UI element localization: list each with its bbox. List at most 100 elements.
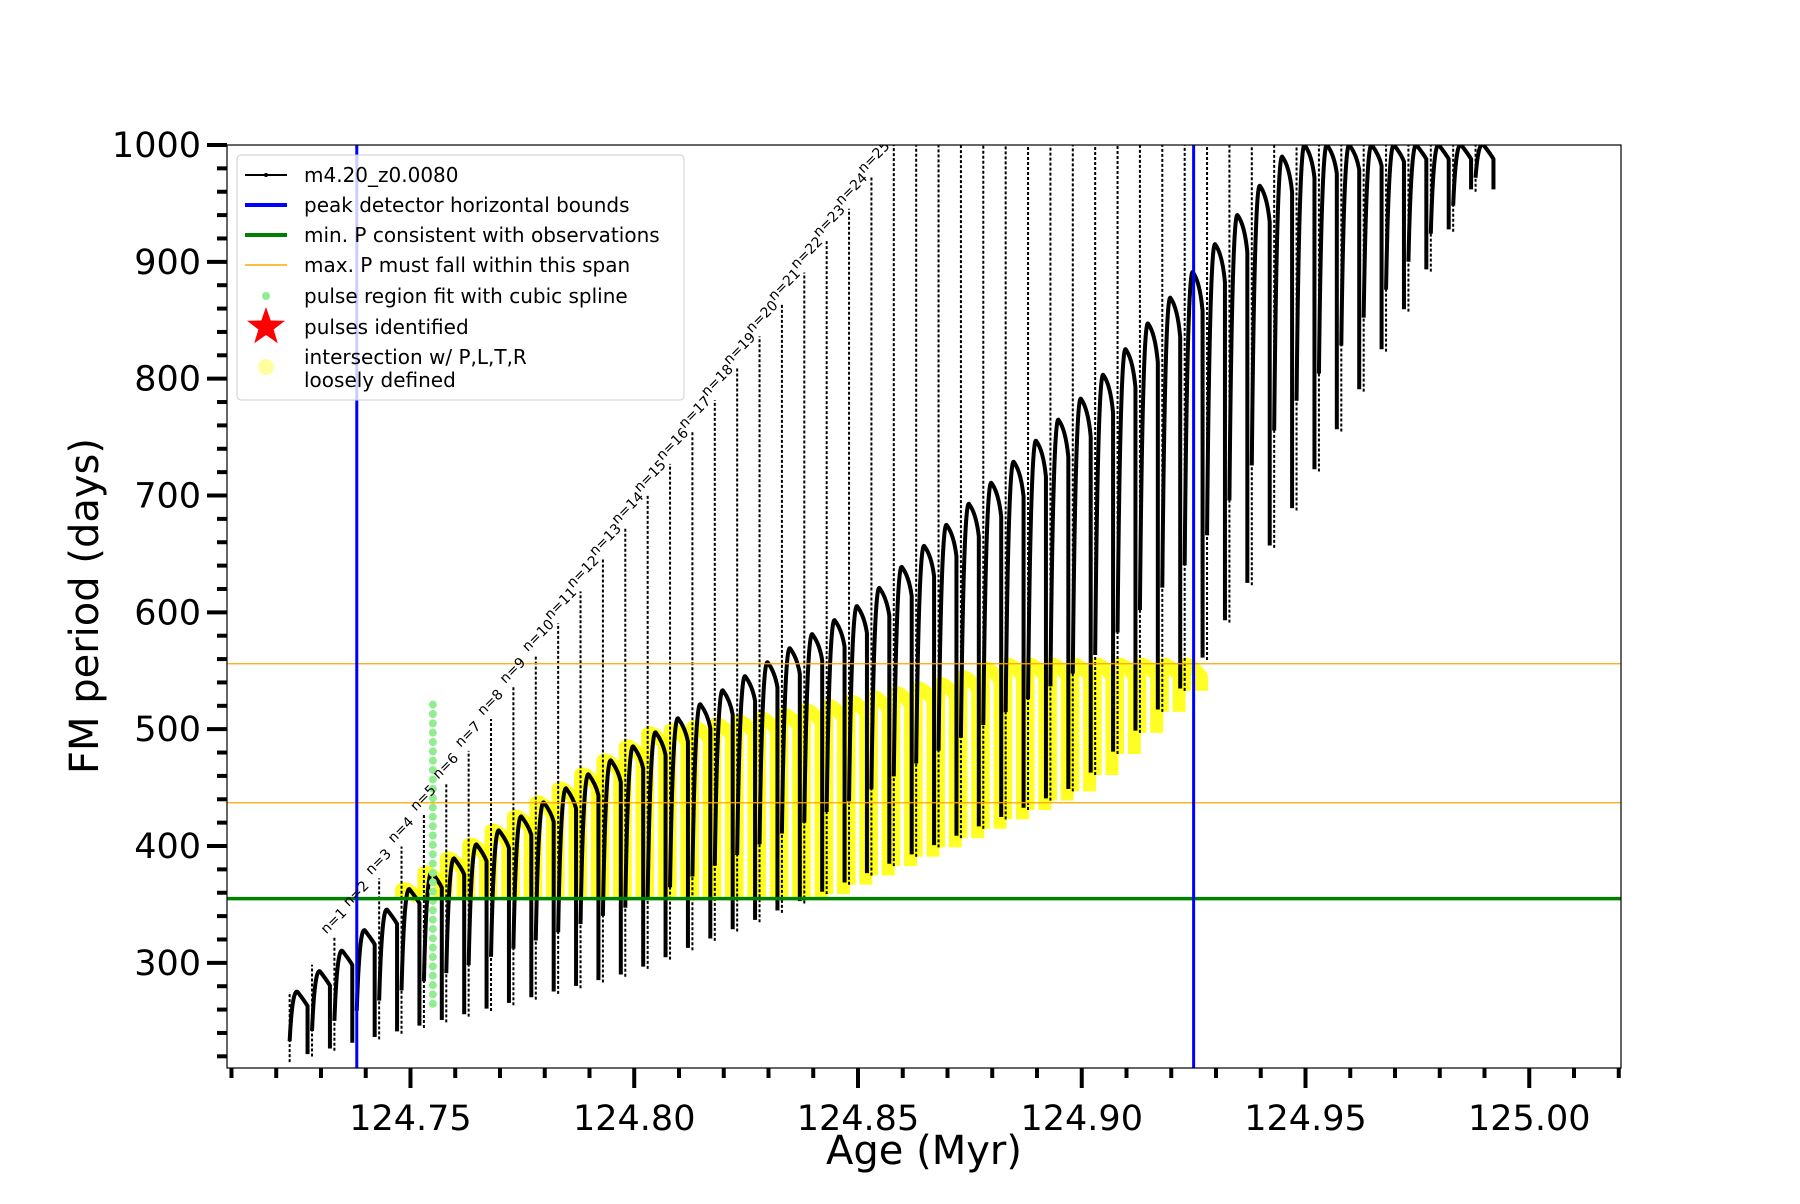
green-spline-point — [428, 971, 437, 980]
legend-star-icon — [247, 307, 285, 344]
yellow-intersection-band — [1155, 657, 1186, 712]
legend-entry: peak detector horizontal bounds — [245, 193, 630, 217]
y-tick-label: 800 — [134, 360, 201, 400]
pulse-label: n=1 — [318, 905, 350, 937]
legend-label: pulses identified — [304, 315, 469, 339]
green-spline-point — [428, 924, 437, 933]
yellow-intersection-band — [1088, 657, 1119, 775]
x-tick-label: 124.80 — [573, 1099, 695, 1139]
green-spline-point — [428, 756, 437, 765]
y-tick-label: 300 — [134, 944, 201, 984]
ticks: 124.75 124.80 124.85 124.90 124.95 125.00 300 4… — [112, 126, 1621, 1139]
yellow-intersection-band — [999, 657, 1029, 820]
pulse-interpulse-arc — [1451, 145, 1474, 206]
green-spline-point — [428, 766, 437, 775]
pulse-interpulse-arc — [1115, 347, 1138, 731]
pulse-interpulse-arc — [1093, 372, 1116, 752]
green-spline-point — [428, 850, 437, 859]
plot-area: n=1n=2n=3n=4n=5n=6n=7n=8n=9n=10n=11n=12n… — [227, 138, 1621, 1068]
pulse-interpulse-arc — [958, 501, 981, 827]
y-tick-label: 900 — [134, 243, 201, 283]
legend-label: peak detector horizontal bounds — [304, 193, 630, 217]
legend-entry: max. P must fall within this span — [245, 253, 630, 277]
green-spline-point — [428, 990, 437, 999]
pulse-interpulse-arc — [690, 702, 713, 939]
pulse-label: n=2 — [340, 878, 372, 910]
pulse-interpulse-arc — [1003, 459, 1026, 808]
x-tick-label: 125.00 — [1468, 1099, 1590, 1139]
green-spline-point — [428, 775, 437, 784]
green-spline-point — [428, 700, 437, 709]
green-spline-point — [428, 822, 437, 831]
green-spline-point — [428, 859, 437, 868]
pulse-interpulse-arc — [1227, 213, 1250, 583]
green-spline-point — [428, 906, 437, 915]
pulse-label: n=25 — [855, 138, 893, 176]
green-spline-point — [428, 981, 437, 990]
x-axis-label: Age (Myr) — [826, 1128, 1022, 1174]
legend-frame — [236, 154, 685, 401]
pulse-interpulse-arc — [645, 730, 668, 958]
green-spline-point — [428, 812, 437, 821]
yellow-intersection-band — [1021, 657, 1052, 811]
yellow-intersection-band — [954, 670, 985, 839]
y-tick-label: 1000 — [112, 126, 201, 166]
pulse-interpulse-arc — [1339, 145, 1362, 390]
yellow-intersection-band — [976, 661, 1007, 829]
pulse-label: n=7 — [452, 718, 484, 750]
green-spline-point — [428, 831, 437, 840]
pulse-interpulse-arc — [869, 586, 892, 864]
legend-entry: min. P consistent with observations — [245, 223, 660, 247]
legend-label: pulse region fit with cubic spline — [304, 284, 628, 308]
pulse-interpulse-arc — [466, 842, 489, 1009]
pulse-interpulse-arc — [1384, 145, 1406, 310]
yellow-intersection-band — [1111, 657, 1141, 754]
green-spline-point — [428, 943, 437, 952]
pulse-interpulse-arc — [578, 772, 601, 981]
green-spline-point — [428, 728, 437, 737]
green-spline-point — [428, 962, 437, 971]
pulse-interpulse-arc — [600, 758, 623, 975]
axes-frame — [226, 144, 1622, 1069]
pulse-interpulse-arc — [936, 522, 959, 836]
pulse-interpulse-arc — [1182, 270, 1205, 658]
legend-dot-icon — [262, 292, 270, 300]
yellow-intersection-band — [1066, 657, 1097, 792]
x-tick-label: 124.75 — [349, 1099, 471, 1139]
green-spline-point — [428, 915, 437, 924]
pulse-interpulse-arc — [779, 646, 802, 902]
pulse-interpulse-arc — [1070, 396, 1093, 773]
pulse-interpulse-arc — [802, 632, 825, 892]
green-spline-point — [428, 878, 437, 887]
yellow-intersection-band — [1133, 657, 1164, 733]
legend-label: max. P must fall within this span — [304, 253, 630, 277]
green-spline-point — [428, 784, 437, 793]
pulse-interpulse-arc — [1137, 321, 1160, 710]
x-tick-label: 124.90 — [1021, 1099, 1143, 1139]
legend-label: m4.20_z0.0080 — [304, 163, 459, 187]
pulse-interpulse-arc — [332, 948, 355, 1043]
green-spline-point — [428, 747, 437, 756]
x-tick-label: 124.85 — [797, 1099, 919, 1139]
pulse-interpulse-arc — [399, 887, 422, 1026]
x-tick-label: 124.95 — [1244, 1099, 1366, 1139]
pulse-interpulse-arc — [1316, 145, 1339, 430]
legend-label: loosely defined — [304, 368, 456, 392]
green-spline-point — [428, 868, 437, 877]
pulse-interpulse-arc — [1294, 145, 1317, 470]
pulse-interpulse-arc — [824, 618, 847, 883]
series-m4.20_z0.0080 — [287, 145, 1496, 1063]
pulse-interpulse-arc — [735, 674, 758, 920]
legend-marker-icon — [264, 173, 268, 177]
pulse-interpulse-arc — [1249, 183, 1272, 546]
pulse-interpulse-arc — [1160, 295, 1183, 689]
pulse-interpulse-arc — [981, 480, 1004, 818]
pulse-label: n=3 — [363, 846, 395, 878]
pulse-interpulse-arc — [914, 543, 937, 846]
pulse-interpulse-arc — [1205, 242, 1227, 621]
y-tick-label: 600 — [134, 593, 201, 633]
pulse-label: n=4 — [385, 814, 417, 846]
pulse-interpulse-arc — [1473, 145, 1496, 190]
